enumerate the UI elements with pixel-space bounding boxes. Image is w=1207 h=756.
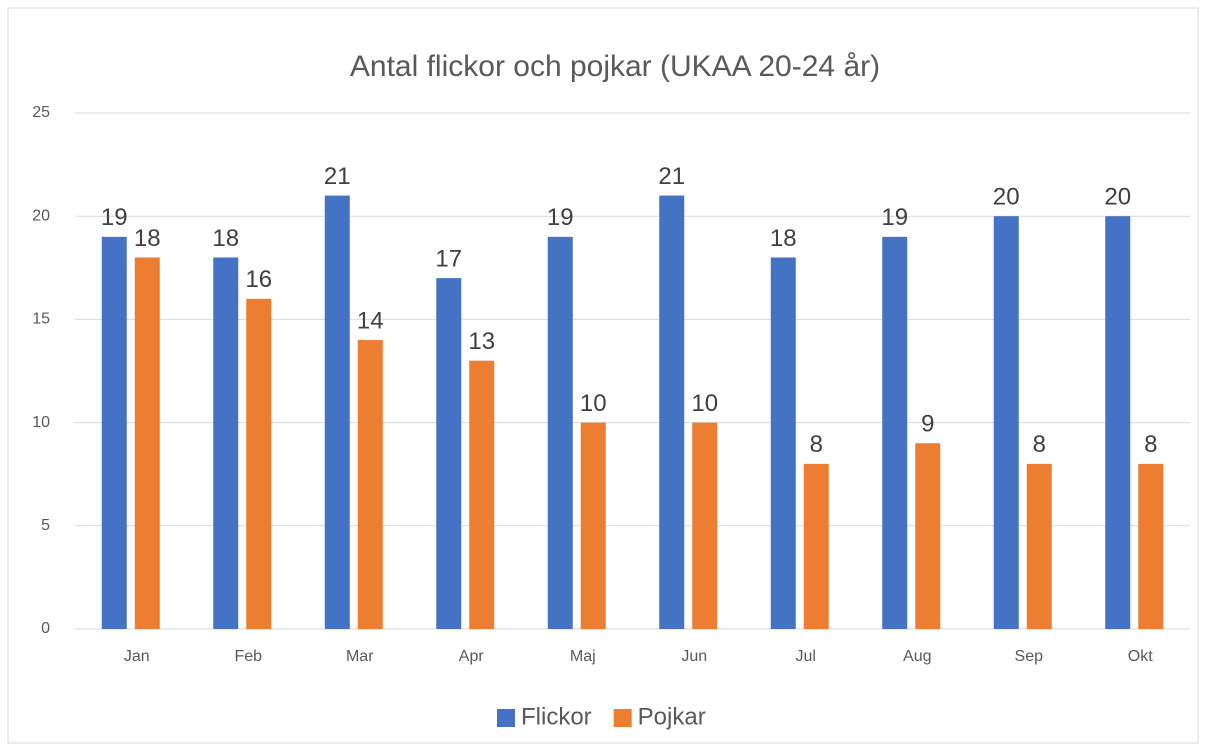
x-tick-label: Maj — [570, 648, 596, 665]
x-tick-label: Jun — [681, 648, 707, 665]
data-label: 16 — [245, 266, 272, 293]
legend-label: Pojkar — [638, 703, 706, 730]
bar — [1105, 216, 1131, 629]
y-tick-label: 10 — [32, 414, 50, 431]
y-tick-label: 25 — [32, 104, 50, 121]
bar — [692, 422, 718, 629]
x-tick-label: Apr — [459, 648, 485, 665]
bar — [659, 195, 685, 629]
y-tick-label: 5 — [41, 517, 50, 534]
data-label: 21 — [324, 163, 351, 190]
bar — [469, 360, 495, 629]
data-label: 17 — [435, 245, 462, 272]
data-label: 8 — [1033, 431, 1046, 458]
bar — [770, 257, 796, 629]
data-label: 21 — [658, 163, 685, 190]
data-label: 8 — [810, 431, 823, 458]
bar — [993, 216, 1019, 629]
data-label: 19 — [101, 204, 128, 231]
bar — [436, 278, 462, 629]
x-tick-label: Feb — [234, 648, 262, 665]
chart-title: Antal flickor och pojkar (UKAA 20-24 år) — [350, 50, 880, 83]
y-tick-label: 15 — [32, 311, 50, 328]
x-tick-label: Jan — [124, 648, 150, 665]
data-label: 20 — [993, 184, 1020, 211]
data-label: 14 — [357, 307, 384, 334]
data-label: 20 — [1104, 184, 1131, 211]
data-label: 19 — [881, 204, 908, 231]
data-label: 13 — [468, 328, 495, 355]
x-tick-label: Okt — [1128, 648, 1153, 665]
bar — [324, 195, 350, 629]
data-label: 18 — [134, 225, 161, 252]
bar — [915, 443, 941, 629]
bar — [882, 236, 908, 629]
data-label: 10 — [691, 390, 718, 417]
bar — [547, 236, 573, 629]
bar — [101, 236, 127, 629]
y-tick-label: 0 — [41, 620, 50, 637]
bar — [134, 257, 160, 629]
bar — [803, 463, 829, 629]
x-tick-label: Sep — [1015, 648, 1044, 665]
y-tick-label: 20 — [32, 207, 50, 224]
legend-swatch — [497, 709, 515, 727]
bar — [357, 340, 383, 629]
x-tick-label: Aug — [903, 648, 931, 665]
data-label: 19 — [547, 204, 574, 231]
bar — [246, 298, 272, 629]
x-tick-label: Mar — [346, 648, 374, 665]
data-label: 9 — [921, 411, 934, 438]
data-label: 8 — [1144, 431, 1157, 458]
bar — [1138, 463, 1164, 629]
data-label: 18 — [770, 225, 797, 252]
bar — [1026, 463, 1052, 629]
bar — [580, 422, 606, 629]
legend-label: Flickor — [521, 703, 592, 730]
bar — [213, 257, 239, 629]
chart-frame — [7, 7, 1199, 744]
data-label: 10 — [580, 390, 607, 417]
data-label: 18 — [212, 225, 239, 252]
x-tick-label: Jul — [796, 648, 816, 665]
legend-swatch — [613, 709, 632, 727]
